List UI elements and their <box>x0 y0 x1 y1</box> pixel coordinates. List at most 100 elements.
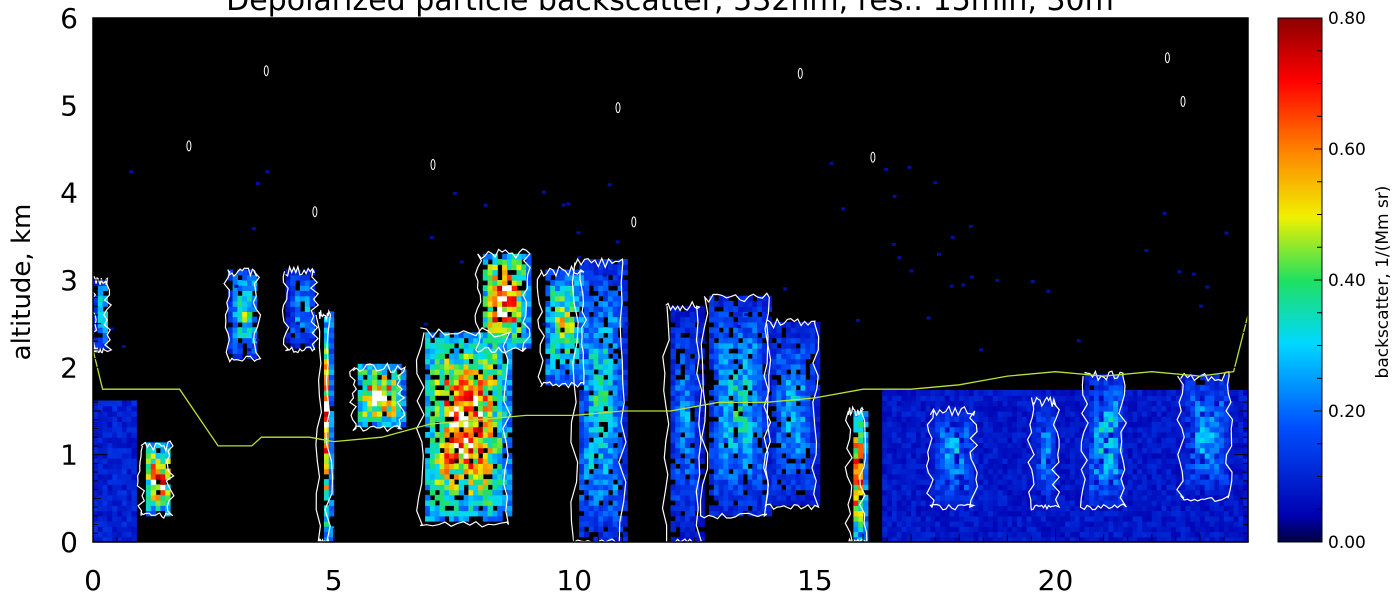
heatmap-cell <box>992 421 999 428</box>
heatmap-cell <box>747 426 753 433</box>
heatmap-cell <box>1089 416 1095 422</box>
heatmap-cell <box>742 437 749 443</box>
heatmap-cell <box>795 411 801 417</box>
heatmap-cell <box>1185 531 1191 538</box>
heatmap-cell <box>376 384 383 391</box>
heatmap-cell <box>766 332 773 339</box>
heatmap-cell <box>901 416 907 422</box>
heatmap-cell <box>983 505 989 512</box>
heatmap-cell <box>145 484 152 491</box>
heatmap-cell <box>1094 521 1100 527</box>
heatmap-cell <box>1151 447 1158 454</box>
heatmap-cell <box>757 348 763 354</box>
heatmap-cell <box>439 342 445 349</box>
heatmap-cell <box>1171 432 1177 438</box>
heatmap-cell <box>1151 452 1158 459</box>
heatmap-cell <box>858 452 864 459</box>
heatmap-cell <box>1108 458 1114 464</box>
heatmap-cell <box>376 390 383 396</box>
heatmap-cell <box>790 332 797 339</box>
heatmap-cell <box>550 301 556 307</box>
heatmap-cell <box>487 269 493 276</box>
heatmap-cell <box>742 416 749 422</box>
heatmap-cell <box>1156 405 1162 412</box>
heatmap-cell <box>973 500 980 506</box>
heatmap-cell <box>429 384 436 391</box>
heatmap-cell <box>940 432 946 438</box>
heatmap-cell <box>978 479 984 485</box>
heatmap-cell <box>728 505 734 512</box>
heatmap-cell <box>324 526 330 533</box>
heatmap-cell <box>1098 405 1105 412</box>
heatmap-cell <box>324 395 330 402</box>
heatmap-cell <box>940 426 946 433</box>
heatmap-cell <box>588 369 595 375</box>
heatmap-cell <box>997 411 1004 417</box>
heatmap-cell <box>737 473 744 480</box>
heatmap-cell <box>107 521 113 527</box>
heatmap-cell <box>805 494 811 501</box>
heatmap-cell <box>790 342 797 349</box>
heatmap-cell <box>964 505 970 512</box>
heatmap-cell <box>988 458 994 464</box>
heatmap-cell <box>526 301 532 307</box>
heatmap-cell <box>1103 432 1109 438</box>
heatmap-cell <box>689 369 696 375</box>
heatmap-cell <box>251 316 258 323</box>
heatmap-cell <box>550 348 556 354</box>
heatmap-cell <box>896 531 903 538</box>
heatmap-cell <box>367 416 373 422</box>
heatmap-cell <box>675 411 681 417</box>
heatmap-cell <box>771 484 777 491</box>
heatmap-cell <box>814 447 821 454</box>
heatmap-cell <box>978 515 984 522</box>
heatmap-cell <box>506 295 513 302</box>
heatmap-cell <box>1180 531 1186 538</box>
heatmap-cell <box>458 353 465 360</box>
heatmap-cell <box>1074 416 1081 422</box>
heatmap-cell <box>107 510 113 517</box>
heatmap-cell <box>612 458 619 464</box>
heatmap-cell <box>112 526 118 533</box>
heatmap-cell <box>1108 479 1114 485</box>
heatmap-cell <box>718 500 724 506</box>
heatmap-cell <box>1065 515 1071 522</box>
heatmap-cell <box>786 468 792 475</box>
heatmap-cell <box>733 494 739 501</box>
heatmap-cell <box>709 489 715 496</box>
heatmap-cell <box>723 463 729 470</box>
heatmap-cell <box>112 411 118 417</box>
heatmap-cell <box>516 316 522 323</box>
heatmap-cell <box>786 337 792 344</box>
heatmap-cell <box>1079 405 1085 412</box>
heatmap-cell <box>920 447 927 454</box>
heatmap-cell <box>737 458 744 464</box>
heatmap-cell <box>1021 400 1028 407</box>
heatmap-cell <box>978 521 984 527</box>
heatmap-cell <box>463 379 469 386</box>
heatmap-cell <box>612 353 619 360</box>
heatmap-cell <box>1002 500 1008 506</box>
heatmap-cell <box>718 463 724 470</box>
heatmap-cell <box>492 452 498 459</box>
heatmap-cell <box>117 458 123 464</box>
heatmap-cell <box>747 432 753 438</box>
heatmap-cell <box>458 484 465 491</box>
heatmap-cell <box>1036 390 1042 396</box>
heatmap-cell <box>1118 426 1124 433</box>
heatmap-cell <box>891 468 898 475</box>
heatmap-cell <box>126 411 133 417</box>
heatmap-cell <box>1050 484 1057 491</box>
heatmap-cell <box>1017 484 1023 491</box>
heatmap-cell <box>896 411 903 417</box>
heatmap-cell <box>117 452 123 459</box>
heatmap-cell <box>680 479 686 485</box>
heatmap-cell <box>944 400 951 407</box>
heatmap-cell <box>131 510 137 517</box>
heatmap-cell <box>699 458 705 464</box>
heatmap-cell <box>492 494 498 501</box>
heatmap-cell <box>1137 405 1143 412</box>
heatmap-cell <box>1161 489 1167 496</box>
heatmap-cell <box>1017 458 1023 464</box>
heatmap-cell <box>564 363 570 370</box>
